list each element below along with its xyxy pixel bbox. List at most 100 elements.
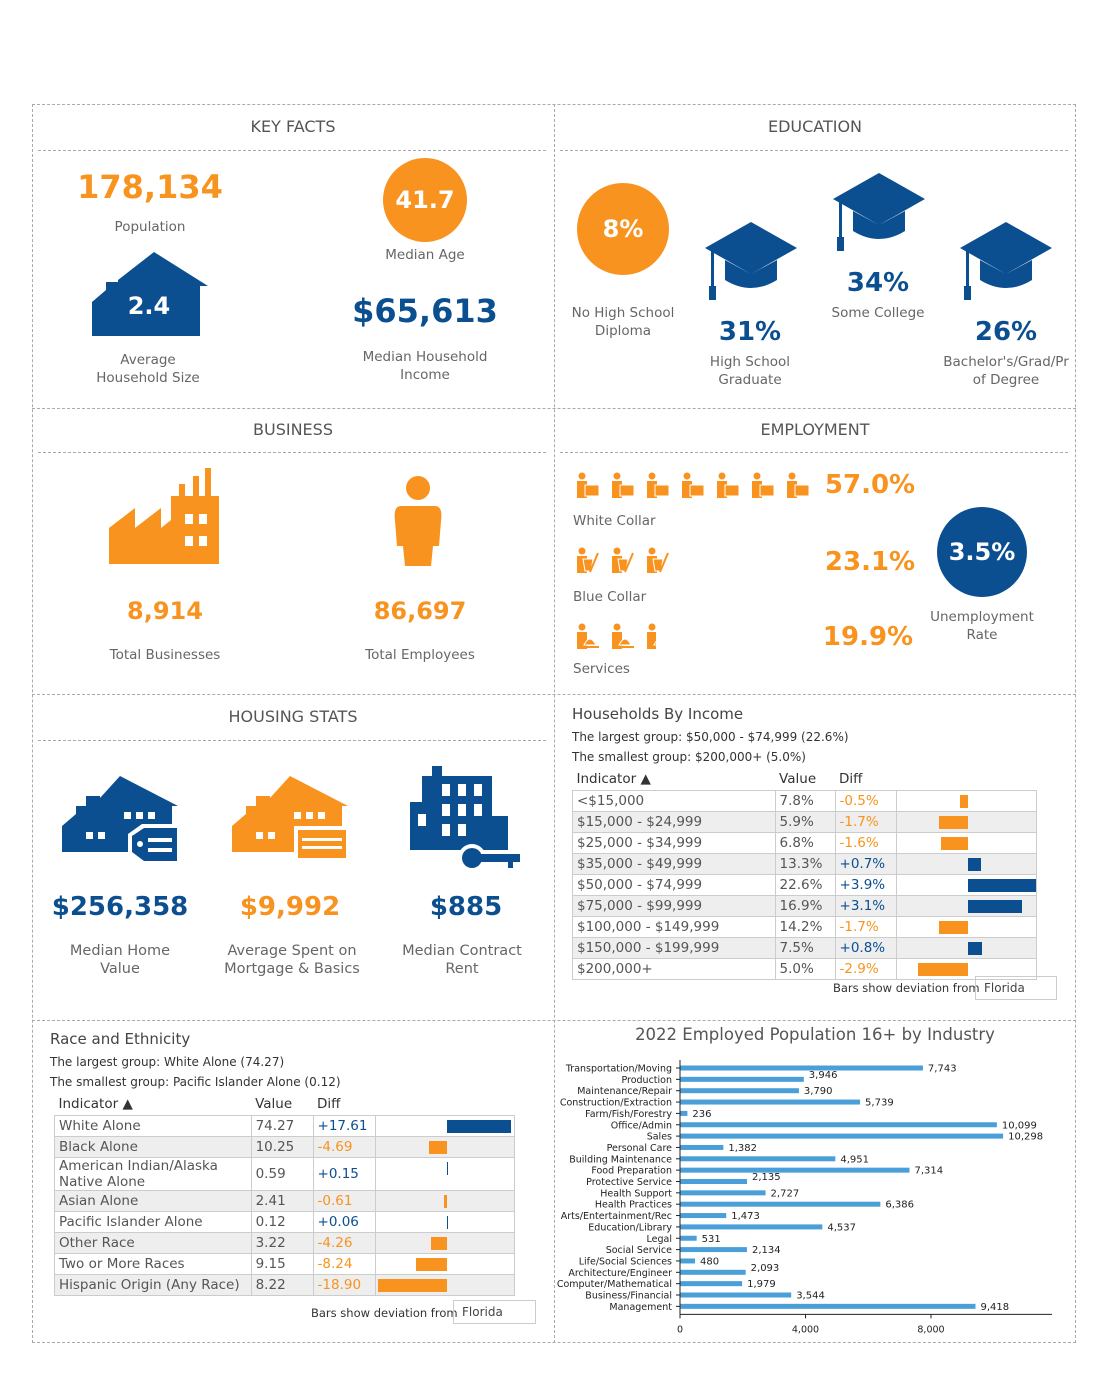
income-bar-cell [896,894,1037,917]
bar-value-label: 4,951 [840,1154,869,1165]
industry-bar [680,1213,727,1219]
race-bar-cell [374,1210,516,1233]
income-header-row: Indicator ▲ Value Diff [573,769,1037,790]
income-header-0[interactable]: Indicator ▲ [576,771,651,788]
income-deviation-bar [940,836,969,850]
bar-value-label: 1,979 [747,1279,776,1290]
industry-bar-chart: Transportation/Moving 7,743 Production 3,94… [557,1060,1052,1335]
category-label: Arts/Entertainment/Rec [561,1211,672,1222]
divider [560,150,1068,151]
bachelors-label: Bachelor's/Grad/Pr of Degree [943,354,1069,388]
race-bar-cell [374,1273,516,1296]
bar-value-label: 3,790 [804,1086,833,1097]
industry-bar [680,1303,976,1309]
income-value: 6.8% [774,831,836,854]
business-title: BUSINESS [253,420,333,439]
category-label: Farm/Fish/Forestry [585,1109,672,1120]
some-college-label: Some College [831,305,925,321]
income-indicator: $50,000 - $74,999 [572,873,776,896]
median-age-value: 41.7 [395,186,455,214]
x-tick-label: 4,000 [792,1324,819,1335]
bar-value-label: 3,946 [809,1070,838,1081]
industry-bar [680,1235,697,1241]
housing-title: HOUSING STATS [228,707,358,726]
category-label: Legal [647,1234,672,1245]
income-deviation-bar [968,899,1023,913]
race-bar-cell [374,1252,516,1275]
race-header-0[interactable]: Indicator ▲ [58,1096,133,1113]
divider [560,452,1068,453]
hs-grad-label: High School Graduate [709,354,791,388]
industry-bar [680,1201,881,1207]
service-worker-icon [612,623,634,649]
race-indicator: Black Alone [54,1135,252,1158]
race-value: 9.15 [250,1252,314,1275]
income-indicator: $15,000 - $24,999 [572,810,776,833]
median-income-label: Median Household Income [362,349,488,383]
income-deviation-select[interactable]: Florida [975,976,1057,1000]
income-row: $15,000 - $24,999 5.9% -1.7% [572,810,1037,833]
industry-bar [680,1110,688,1116]
income-table: Indicator ▲ Value Diff <$15,000 7.8% -0.5% $15… [572,769,1037,980]
income-header-1: Value [779,771,817,788]
race-row: Pacific Islander Alone 0.12 +0.06 [54,1210,516,1233]
divider [554,104,555,1343]
service-worker-icon [577,623,599,649]
category-label: Management [609,1302,672,1313]
industry-bar [680,1156,836,1162]
category-label: Health Support [600,1188,672,1199]
category-label: Health Practices [595,1200,672,1211]
race-value: 74.27 [250,1114,314,1137]
race-deviation-select[interactable]: Florida [453,1300,536,1324]
divider [32,408,1076,409]
income-value: 5.0% [774,957,836,980]
population-value: 178,134 [77,168,223,206]
income-indicator: $200,000+ [572,957,776,980]
bar-value-label: 4,537 [827,1222,856,1233]
bar-value-label: 3,544 [796,1291,825,1302]
bar-value-label: 2,727 [771,1188,800,1199]
household-size-label: Average Household Size [96,352,200,386]
person-icon [394,476,442,566]
industry-bar [680,1065,923,1071]
industry-bar [680,1088,799,1094]
income-smallest: The smallest group: $200,000+ (5.0%) [572,750,806,764]
income-diff: -1.7% [834,915,898,938]
race-table: Indicator ▲ Value Diff White Alone 74.27 +17.… [54,1094,516,1296]
category-label: Sales [647,1132,672,1143]
rent-label: Median Contract Rent [402,943,522,977]
no-diploma-circle: 8% [577,183,669,275]
businesses-label: Total Businesses [109,647,221,663]
income-indicator: $25,000 - $34,999 [572,831,776,854]
income-diff: +0.8% [834,936,898,959]
race-header-1: Value [255,1096,293,1113]
race-diff: -18.90 [312,1273,376,1296]
house-icon [92,252,208,336]
income-deviation-bar [968,878,1037,892]
race-diff: -8.24 [312,1252,376,1275]
divider [32,1020,1076,1021]
race-deviation-bar [446,1161,448,1175]
white-collar-label: White Collar [573,513,656,529]
income-row: $35,000 - $49,999 13.3% +0.7% [572,852,1037,875]
income-row: $200,000+ 5.0% -2.9% [572,957,1037,980]
race-row: Two or More Races 9.15 -8.24 [54,1252,516,1275]
rent-value: $885 [429,892,503,922]
service-worker-icon [647,623,669,649]
mortgage-label: Average Spent on Mortgage & Basics [224,943,360,977]
no-diploma-value: 8% [602,215,644,243]
office-worker-icon [787,472,810,498]
home-value-label: Median Home Value [69,943,171,977]
race-largest: The largest group: White Alone (74.27) [50,1055,285,1069]
income-bar-cell [896,936,1037,959]
bar-value-label: 2,134 [752,1245,781,1256]
hs-grad-value: 31% [718,317,782,347]
category-label: Office/Admin [611,1120,672,1131]
income-bar-cell [896,915,1037,938]
services-icons [576,623,669,653]
income-header-2: Diff [839,771,863,788]
bar-value-label: 2,093 [751,1263,780,1274]
industry-bar [680,1292,792,1298]
industry-bar [680,1076,804,1082]
race-row: Black Alone 10.25 -4.69 [54,1135,516,1158]
